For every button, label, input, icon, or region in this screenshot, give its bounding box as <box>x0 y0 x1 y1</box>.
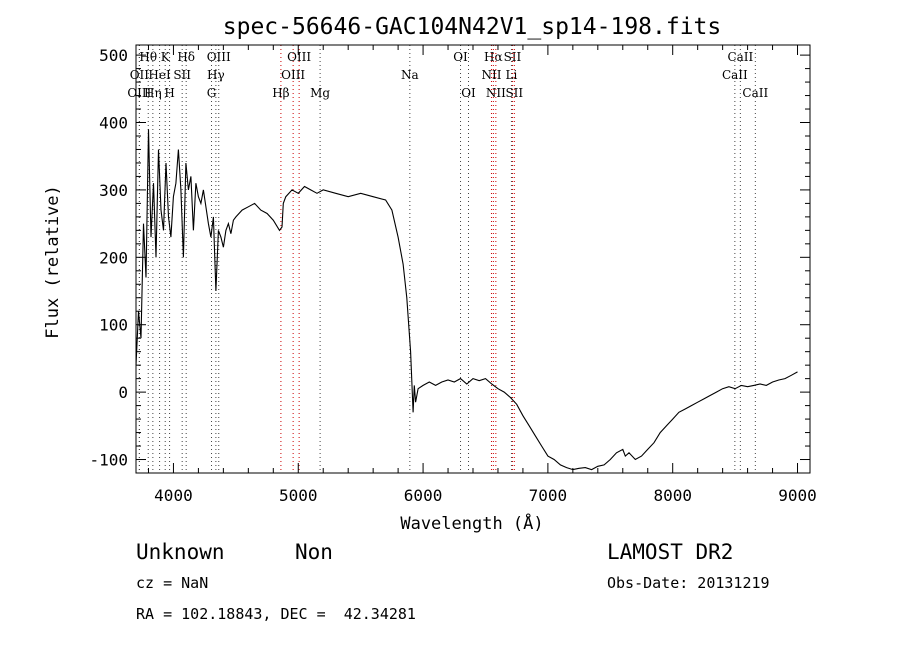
spectrum-series-line <box>135 129 798 471</box>
y-tick-label: 0 <box>118 383 128 402</box>
x-tick-label: 6000 <box>404 486 443 505</box>
y-tick-label: 500 <box>99 46 128 65</box>
line-marker-label-26: CaII <box>722 68 748 82</box>
x-tick-label: 9000 <box>778 486 817 505</box>
line-marker-label-27: CaII <box>742 86 768 100</box>
line-marker-label-20: SII <box>504 50 522 64</box>
coordinates: RA = 102.18843, DEC = 42.34281 <box>136 605 416 623</box>
y-tick-label: -100 <box>89 451 128 470</box>
line-marker-label-11: G <box>207 86 217 100</box>
line-marker-label-17: OI <box>453 50 468 64</box>
line-marker-label-23: NII <box>486 86 506 100</box>
line-marker-label-9: OIII <box>207 50 231 64</box>
line-marker-label-6: Hδ <box>177 50 195 64</box>
survey-name: LAMOST DR2 <box>607 540 734 564</box>
line-marker-label-10: Hγ <box>207 68 225 82</box>
y-tick-label: 200 <box>99 248 128 267</box>
x-tick-label: 5000 <box>279 486 318 505</box>
x-tick-label: 7000 <box>529 486 568 505</box>
y-tick-label: 300 <box>99 181 128 200</box>
chart-title: spec-56646-GAC104N42V1_sp14-198.fits <box>223 14 722 40</box>
observation-date: Obs-Date: 20131219 <box>607 574 770 592</box>
line-marker-label-19: Hα <box>484 50 503 64</box>
line-marker-label-12: OIII <box>287 50 311 64</box>
line-marker-label-13: OIII <box>281 68 305 82</box>
line-marker-label-15: Mg <box>310 86 330 100</box>
x-tick-label: 8000 <box>653 486 692 505</box>
line-marker-label-25: CaII <box>727 50 753 64</box>
x-axis-label: Wavelength (Å) <box>400 512 543 534</box>
line-marker-label-18: OI <box>461 86 476 100</box>
line-marker-label-5: Hη <box>144 86 162 100</box>
line-marker-label-0: Hθ <box>139 50 157 64</box>
line-marker-label-14: Hβ <box>272 86 289 100</box>
line-marker-label-8: H <box>164 86 174 100</box>
y-axis-label: Flux (relative) <box>43 185 63 339</box>
line-marker-label-2: OIII <box>127 86 151 100</box>
y-tick-label: 100 <box>99 316 128 335</box>
line-marker-label-16: Na <box>401 68 419 82</box>
line-marker-label-3: K <box>161 50 171 64</box>
y-axis: -100 0 100 200 300 400 500 <box>89 46 810 470</box>
object-class: Unknown <box>136 540 225 564</box>
line-marker-label-1: OII <box>130 68 150 82</box>
object-subclass: Non <box>295 540 333 564</box>
line-marker-label-24: SII <box>505 86 523 100</box>
y-tick-label: 400 <box>99 114 128 133</box>
line-marker-label-4: HeI <box>148 68 171 82</box>
line-marker-label-22: Li <box>506 68 518 82</box>
plot-frame <box>135 44 811 474</box>
line-marker-label-21: NII <box>481 68 501 82</box>
x-axis: 4000 5000 6000 7000 8000 9000 <box>147 45 817 505</box>
spectrum-chart: spec-56646-GAC104N42V1_sp14-198.fits Hθ O… <box>43 14 817 534</box>
line-marker-label-7: SII <box>173 68 191 82</box>
spectral-line-markers: Hθ OII OIII K HeI Hη Hδ SII H OIII Hγ G OIII OIII Hβ Mg… <box>127 45 768 473</box>
x-tick-label: 4000 <box>154 486 193 505</box>
redshift-value: cz = NaN <box>136 574 209 592</box>
